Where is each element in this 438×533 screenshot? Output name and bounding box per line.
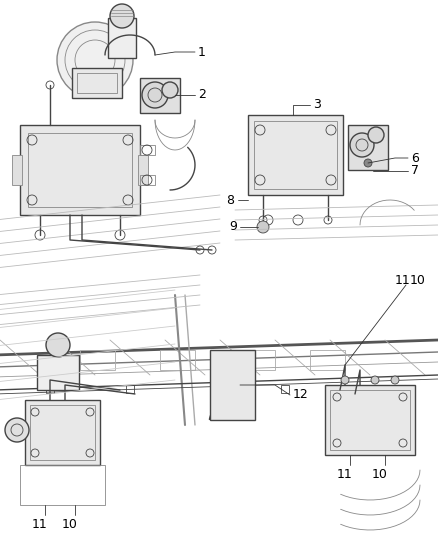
Text: 11: 11 xyxy=(32,519,48,531)
Bar xyxy=(240,350,275,370)
Text: 7: 7 xyxy=(411,165,419,177)
Circle shape xyxy=(368,127,384,143)
Circle shape xyxy=(5,418,29,442)
Text: 2: 2 xyxy=(198,88,206,101)
Bar xyxy=(140,78,180,113)
Text: 6: 6 xyxy=(411,151,419,165)
Bar xyxy=(108,18,136,58)
Text: 11: 11 xyxy=(337,469,353,481)
Circle shape xyxy=(57,22,133,98)
Circle shape xyxy=(162,82,178,98)
Bar xyxy=(310,350,345,370)
Bar xyxy=(248,115,343,195)
Bar xyxy=(325,385,415,455)
Bar xyxy=(210,350,255,420)
Bar xyxy=(37,355,79,390)
Circle shape xyxy=(350,133,374,157)
Circle shape xyxy=(46,333,70,357)
Bar xyxy=(12,155,22,185)
Circle shape xyxy=(391,376,399,384)
Bar xyxy=(28,133,132,207)
Circle shape xyxy=(110,4,134,28)
Circle shape xyxy=(142,82,168,108)
Circle shape xyxy=(257,221,269,233)
Bar xyxy=(348,125,388,170)
Bar xyxy=(77,73,117,93)
Bar xyxy=(160,350,195,370)
Text: 10: 10 xyxy=(410,273,426,287)
Circle shape xyxy=(371,376,379,384)
Bar xyxy=(341,385,349,393)
Bar xyxy=(46,385,54,393)
Bar xyxy=(20,465,105,505)
Bar xyxy=(30,405,95,460)
Bar xyxy=(281,385,289,393)
Bar xyxy=(254,121,337,189)
Bar xyxy=(140,175,155,185)
Text: 12: 12 xyxy=(293,389,309,401)
Text: 10: 10 xyxy=(62,519,78,531)
Bar xyxy=(25,400,100,465)
Text: 1: 1 xyxy=(198,45,206,59)
Bar xyxy=(20,125,140,215)
Text: 9: 9 xyxy=(229,221,237,233)
Circle shape xyxy=(341,376,349,384)
Text: 3: 3 xyxy=(313,99,321,111)
Bar xyxy=(126,385,134,393)
Bar xyxy=(140,145,155,155)
Bar xyxy=(72,68,122,98)
Bar xyxy=(138,155,148,185)
Bar xyxy=(216,385,224,393)
Bar xyxy=(330,390,410,450)
Text: 11: 11 xyxy=(395,273,411,287)
Text: 10: 10 xyxy=(372,469,388,481)
Bar xyxy=(80,350,115,370)
Circle shape xyxy=(364,159,372,167)
Text: 8: 8 xyxy=(226,193,234,206)
